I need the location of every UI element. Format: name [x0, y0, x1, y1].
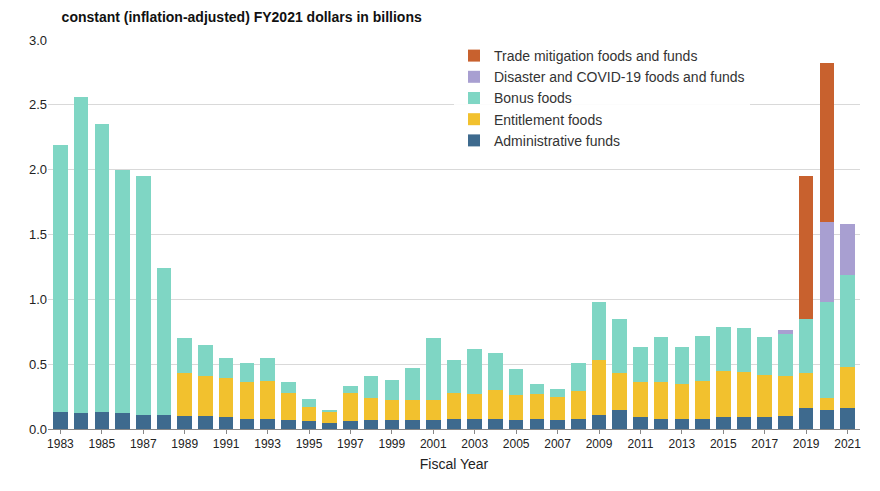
svg-text:2.0: 2.0: [29, 162, 47, 177]
svg-text:1995: 1995: [296, 437, 323, 451]
svg-text:Administrative funds: Administrative funds: [494, 133, 620, 149]
svg-text:0.0: 0.0: [29, 422, 47, 437]
svg-text:2015: 2015: [710, 437, 737, 451]
svg-text:2021: 2021: [834, 437, 861, 451]
svg-text:2.5: 2.5: [29, 97, 47, 112]
svg-text:Trade mitigation foods and fun: Trade mitigation foods and funds: [494, 48, 697, 64]
svg-text:2001: 2001: [420, 437, 447, 451]
svg-text:2013: 2013: [669, 437, 696, 451]
svg-text:constant (inflation-adjusted): constant (inflation-adjusted) FY2021 dol…: [62, 9, 422, 25]
svg-text:1.5: 1.5: [29, 227, 47, 242]
svg-text:0.5: 0.5: [29, 357, 47, 372]
svg-text:1989: 1989: [171, 437, 198, 451]
svg-text:3.0: 3.0: [29, 33, 47, 48]
svg-text:2009: 2009: [586, 437, 613, 451]
svg-text:1993: 1993: [254, 437, 281, 451]
svg-text:Fiscal Year: Fiscal Year: [420, 456, 489, 472]
svg-text:1991: 1991: [213, 437, 240, 451]
svg-text:2011: 2011: [628, 437, 654, 451]
svg-text:2007: 2007: [544, 437, 571, 451]
svg-text:Entitlement foods: Entitlement foods: [494, 112, 602, 128]
svg-text:Disaster and COVID-19 foods an: Disaster and COVID-19 foods and funds: [494, 69, 745, 85]
svg-text:2003: 2003: [461, 437, 488, 451]
svg-text:2017: 2017: [751, 437, 778, 451]
svg-text:1983: 1983: [47, 437, 74, 451]
svg-text:1.0: 1.0: [29, 292, 47, 307]
svg-text:1987: 1987: [130, 437, 157, 451]
svg-text:1999: 1999: [379, 437, 406, 451]
svg-text:1997: 1997: [337, 437, 364, 451]
svg-text:Bonus foods: Bonus foods: [494, 90, 572, 106]
svg-text:2005: 2005: [503, 437, 530, 451]
svg-text:2019: 2019: [793, 437, 820, 451]
svg-text:1985: 1985: [89, 437, 116, 451]
